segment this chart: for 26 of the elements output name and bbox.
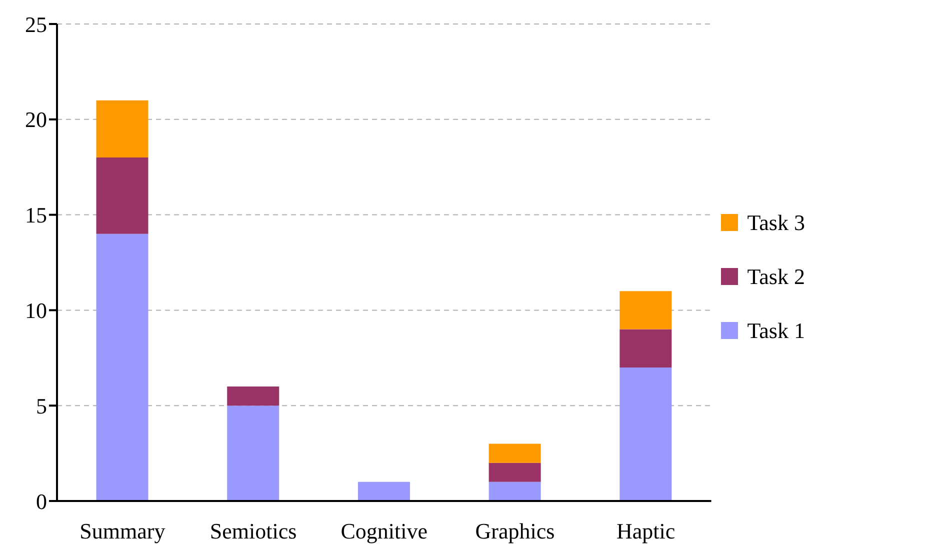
bar <box>620 329 672 368</box>
x-tick-label: Haptic <box>616 518 676 544</box>
legend-label: Task 2 <box>747 264 805 290</box>
y-tick-label: 15 <box>25 202 47 228</box>
y-tick-label: 0 <box>36 488 47 514</box>
legend-label: Task 3 <box>747 210 805 236</box>
y-tick-label: 5 <box>36 393 47 418</box>
x-tick-label: Summary <box>80 518 166 544</box>
legend-label: Task 1 <box>747 318 805 344</box>
bar <box>96 158 148 234</box>
x-tick-label: Graphics <box>475 518 555 544</box>
bar <box>620 291 672 330</box>
x-tick-label: Semiotics <box>210 518 297 544</box>
bar <box>358 482 410 501</box>
y-tick-label: 10 <box>25 298 47 324</box>
bar <box>620 367 672 501</box>
bar <box>227 386 280 406</box>
y-tick-label: 20 <box>25 107 47 132</box>
bar <box>227 406 280 501</box>
bar <box>488 462 541 482</box>
bar <box>488 482 541 501</box>
bar <box>96 234 148 501</box>
x-tick-label: Cognitive <box>340 518 428 544</box>
y-tick-label: 25 <box>25 12 47 37</box>
bar <box>488 444 541 463</box>
bar <box>96 100 148 158</box>
